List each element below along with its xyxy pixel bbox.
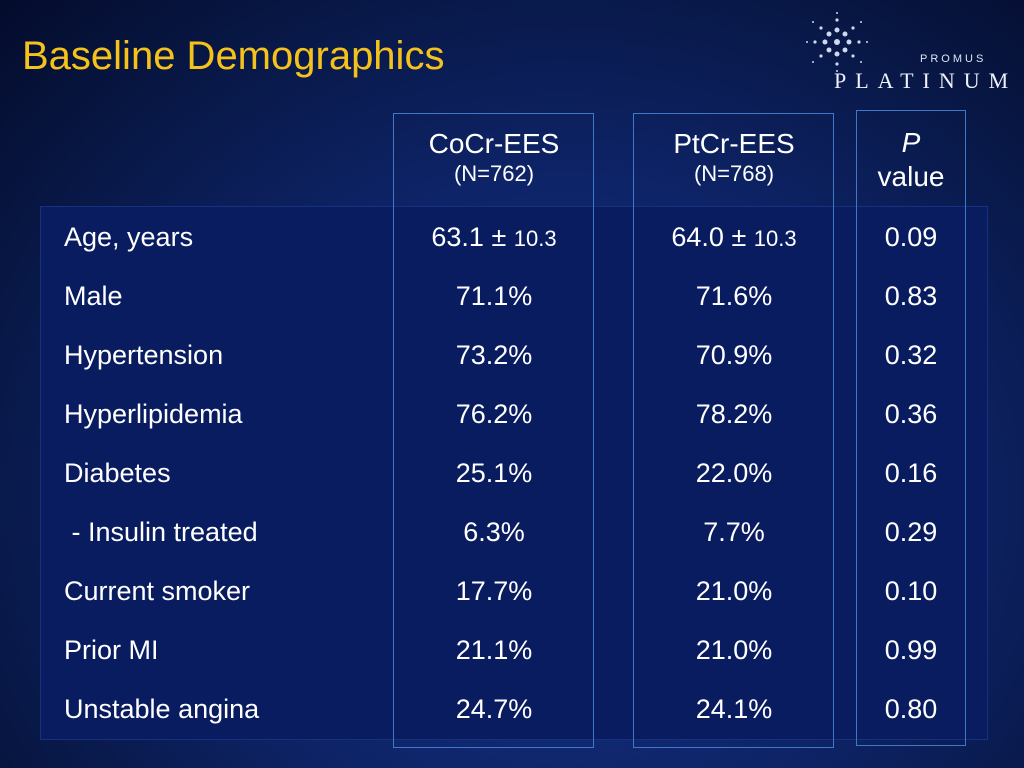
table-background: [40, 206, 988, 740]
cell-pvalue: 0.10: [884, 576, 938, 606]
row-label: - Insulin treated: [64, 517, 258, 547]
cell-ptcr: 71.6%: [695, 281, 773, 311]
table-row: Current smoker 17.7% 21.0% 0.10: [40, 562, 986, 621]
cell-pvalue: 0.09: [884, 222, 938, 252]
column-header-n: (N=768): [693, 161, 775, 186]
cell-pvalue: 0.80: [884, 694, 938, 724]
pvalue-header-italic: P: [901, 127, 921, 158]
table-row: - Insulin treated 6.3% 7.7% 0.29: [40, 503, 986, 562]
column-header-n: (N=762): [453, 161, 535, 186]
table-row: Male 71.1% 71.6% 0.83: [40, 267, 986, 326]
row-label: Prior MI: [64, 635, 159, 665]
logo-brand-small: PROMUS: [920, 53, 987, 65]
table-row: Hypertension 73.2% 70.9% 0.32: [40, 326, 986, 385]
row-label: Hyperlipidemia: [64, 399, 243, 429]
cell-ptcr: 21.0%: [695, 635, 773, 665]
table-row: Prior MI 21.1% 21.0% 0.99: [40, 621, 986, 680]
cell-ptcr: 64.0 ± 10.3: [671, 222, 797, 252]
column-header-name: PtCr-EES: [673, 128, 795, 159]
cell-cocr: 25.1%: [455, 458, 533, 488]
cell-cocr: 63.1 ± 10.3: [431, 222, 557, 252]
cell-ptcr: 24.1%: [695, 694, 773, 724]
cell-ptcr: 21.0%: [695, 576, 773, 606]
row-label: Diabetes: [64, 458, 171, 488]
cell-ptcr: 70.9%: [695, 340, 773, 370]
logo-brand-large: PLATINUM: [834, 68, 1018, 93]
cell-pvalue: 0.16: [884, 458, 938, 488]
row-label: Hypertension: [64, 340, 224, 370]
cell-cocr: 71.1%: [455, 281, 533, 311]
cell-cocr: 6.3%: [463, 517, 525, 547]
cell-pvalue: 0.32: [884, 340, 938, 370]
starburst-icon: [806, 12, 868, 72]
cell-ptcr: 78.2%: [695, 399, 773, 429]
row-label: Male: [64, 281, 123, 311]
column-box-pvalue: [856, 110, 966, 746]
row-label: Current smoker: [64, 576, 251, 606]
column-box-ptcr: [633, 113, 834, 748]
cell-cocr: 76.2%: [455, 399, 533, 429]
table-row: Unstable angina 24.7% 24.1% 0.80: [40, 680, 986, 739]
cell-ptcr: 7.7%: [703, 517, 765, 547]
cell-cocr: 17.7%: [455, 576, 533, 606]
table-row: Diabetes 25.1% 22.0% 0.16: [40, 444, 986, 503]
cell-cocr: 24.7%: [455, 694, 533, 724]
column-header-pvalue: P value: [857, 126, 965, 194]
column-header-cocr: CoCr-EES (N=762): [394, 128, 594, 188]
cell-pvalue: 0.99: [884, 635, 938, 665]
cell-cocr: 73.2%: [455, 340, 533, 370]
slide-title: Baseline Demographics: [22, 34, 445, 78]
table-row: Age, years 63.1 ± 10.3 64.0 ± 10.3 0.09: [40, 208, 986, 267]
row-label: Age, years: [64, 222, 194, 252]
row-label: Unstable angina: [64, 694, 260, 724]
column-box-cocr: [393, 113, 594, 748]
cell-pvalue: 0.29: [884, 517, 938, 547]
column-header-name: CoCr-EES: [428, 128, 560, 159]
column-header-ptcr: PtCr-EES (N=768): [634, 128, 834, 188]
table-row: Hyperlipidemia 76.2% 78.2% 0.36: [40, 385, 986, 444]
cell-pvalue: 0.83: [884, 281, 938, 311]
cell-cocr: 21.1%: [455, 635, 533, 665]
cell-pvalue: 0.36: [884, 399, 938, 429]
pvalue-header-rest: value: [877, 161, 945, 192]
cell-ptcr: 22.0%: [695, 458, 773, 488]
